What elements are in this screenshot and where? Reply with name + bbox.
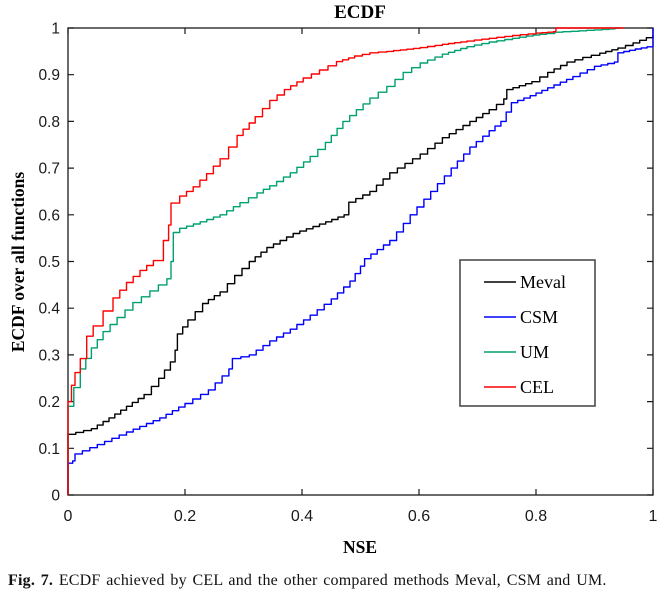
- x-tick-label: 0.4: [291, 508, 313, 525]
- figure-caption: Fig. 7. ECDF achieved by CEL and the oth…: [8, 572, 664, 590]
- chart-title: ECDF: [334, 2, 386, 23]
- plot-content: 0 0.2 0.4 0.6 0.8 1 0 0.1 0.2 0.3 0.4 0.5 0.6 0.7 0.8 0…: [38, 21, 657, 526]
- legend-label-csm: CSM: [520, 307, 558, 327]
- legend-label-um: UM: [520, 342, 549, 362]
- legend-label-meval: Meval: [520, 272, 566, 292]
- y-tick-label: 0.8: [38, 114, 60, 131]
- y-tick-label: 0.6: [38, 207, 60, 224]
- x-tick-label: 0.8: [525, 508, 547, 525]
- y-tick-label: 0.9: [38, 67, 60, 84]
- y-tick-label: 0.5: [38, 254, 60, 271]
- y-tick-label: 0: [51, 488, 60, 505]
- legend-entry: CSM: [484, 307, 558, 327]
- legend-box: [459, 259, 596, 407]
- x-tick-label: 0: [64, 508, 73, 525]
- y-tick-label: 0.7: [38, 161, 60, 178]
- y-tick-label: 1: [51, 21, 60, 38]
- legend: Meval CSM UM CEL: [459, 259, 596, 407]
- y-tick-label: 0.4: [38, 301, 60, 318]
- caption-label: Fig. 7.: [8, 572, 54, 589]
- y-tick-label: 0.2: [38, 394, 60, 411]
- y-axis-label: ECDF over all functions: [8, 172, 28, 353]
- curve-cel: [67, 27, 624, 495]
- legend-entry: CEL: [484, 377, 554, 397]
- caption-text: ECDF achieved by CEL and the other compa…: [58, 572, 607, 589]
- legend-entry: UM: [484, 342, 549, 362]
- curve-meval: [67, 35, 654, 495]
- curve-csm: [67, 28, 654, 495]
- x-tick-label: 1: [649, 508, 658, 525]
- legend-entry: Meval: [484, 272, 566, 292]
- y-tick-label: 0.3: [38, 347, 60, 364]
- y-tick-label: 0.1: [38, 441, 60, 458]
- x-tick-label: 0.2: [174, 508, 196, 525]
- x-axis-label: NSE: [343, 537, 377, 557]
- legend-label-cel: CEL: [520, 377, 554, 397]
- curve-um: [67, 27, 621, 495]
- x-tick-label: 0.6: [408, 508, 430, 525]
- ecdf-chart: 0 0.2 0.4 0.6 0.8 1 0 0.1 0.2 0.3 0.4 0.5 0.6 0.7 0.8 0…: [8, 2, 658, 557]
